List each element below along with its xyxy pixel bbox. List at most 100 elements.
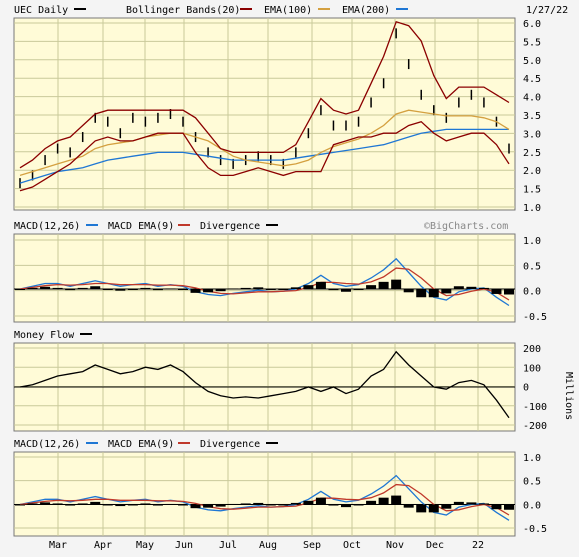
panel-1-divergence-bar-19 xyxy=(253,287,264,289)
ticker-label: UEC Daily xyxy=(14,5,68,16)
x-label-4: Jul xyxy=(219,540,237,551)
panel-0-ytick-4: 4.0 xyxy=(523,93,541,104)
panel-0-series-4 xyxy=(19,120,510,192)
panel-1-divergence-bar-22 xyxy=(290,287,301,289)
macd2-label: MACD(12,26) xyxy=(14,439,80,450)
panel-0-ytick-7: 2.5 xyxy=(523,148,541,159)
panel-2-ytick-4: -200 xyxy=(523,421,547,432)
panel-1-divergence-bar-5 xyxy=(77,287,88,289)
panel-3-divergence-bar-23 xyxy=(303,500,314,505)
macd-ema-label: MACD EMA(9) xyxy=(108,221,174,232)
panel-3-divergence-bar-7 xyxy=(102,504,113,506)
panel-3-divergence-bar-21 xyxy=(278,504,289,506)
panel-3-divergence-bar-36 xyxy=(466,502,477,505)
divergence2-label: Divergence xyxy=(200,439,260,450)
x-label-0: Mar xyxy=(49,540,67,551)
panel-2-ytick-0: 200 xyxy=(523,344,541,355)
panel-1-divergence-bar-31 xyxy=(403,289,414,293)
panel-3-divergence-bar-17 xyxy=(228,503,239,505)
panel-1-divergence-bar-33 xyxy=(428,289,439,298)
panel-1-ytick-3: -0.5 xyxy=(523,312,547,323)
panel-1-divergence-bar-30 xyxy=(391,279,402,289)
x-label-5: Aug xyxy=(259,540,277,551)
panel-1-series-1 xyxy=(19,267,510,301)
panel-0-ytick-9: 1.5 xyxy=(523,185,541,196)
panel-0-ytick-1: 5.5 xyxy=(523,37,541,48)
panel-3-divergence-bar-0 xyxy=(15,504,25,506)
panel-1-divergence-bar-21 xyxy=(278,289,289,290)
panel-3-divergence-bar-3 xyxy=(52,503,63,505)
panel-3-divergence-bar-30 xyxy=(391,495,402,505)
panel-3-divergence-bar-14 xyxy=(190,504,201,509)
panel-3-divergence-bar-37 xyxy=(478,503,489,505)
panel-3-divergence-bar-15 xyxy=(203,504,214,508)
panel-1-divergence-bar-15 xyxy=(203,289,214,293)
watermark: ©BigCharts.com xyxy=(424,221,508,232)
panel-1-divergence-bar-9 xyxy=(127,289,138,290)
x-label-10: 22 xyxy=(472,540,484,551)
money-flow-panel-header: Money Flow xyxy=(14,330,92,341)
panel-1-divergence-bar-35 xyxy=(453,286,464,289)
panel-3-divergence-bar-38 xyxy=(491,504,502,510)
panel-1-ytick-2: 0.0 xyxy=(523,287,541,298)
divergence-label: Divergence xyxy=(200,221,260,232)
ema100-label: EMA(100) xyxy=(264,5,312,16)
panel-1-divergence-bar-16 xyxy=(215,289,226,292)
panel-1-divergence-bar-11 xyxy=(152,289,163,291)
panel-0-ytick-3: 4.5 xyxy=(523,74,541,85)
panel-3-divergence-bar-39 xyxy=(504,504,514,510)
panel-1-divergence-bar-13 xyxy=(178,289,188,290)
panel-2-ytick-3: -100 xyxy=(523,402,547,413)
x-label-7: Oct xyxy=(343,540,361,551)
money-flow-label: Money Flow xyxy=(14,330,75,341)
panel-0-ytick-8: 2.0 xyxy=(523,166,541,177)
panel-1-divergence-bar-12 xyxy=(165,288,176,290)
panel-3-divergence-bar-32 xyxy=(416,504,427,513)
price-panel-header: UEC Daily Bollinger Bands(20) EMA(100) E… xyxy=(14,5,568,16)
panel-3-divergence-bar-33 xyxy=(428,504,439,513)
panel-3-divergence-bar-20 xyxy=(265,504,276,506)
chart-date: 1/27/22 xyxy=(526,5,568,16)
panel-1-divergence-bar-4 xyxy=(65,289,76,291)
panel-1-divergence-bar-10 xyxy=(140,287,151,289)
x-label-9: Dec xyxy=(426,540,444,551)
panel-1-divergence-bar-20 xyxy=(265,289,276,290)
x-label-1: Apr xyxy=(94,540,112,551)
panel-3-bg xyxy=(13,451,516,537)
panel-0-ytick-0: 6.0 xyxy=(523,19,541,30)
panel-1-divergence-bar-37 xyxy=(478,287,489,289)
panel-3-divergence-bar-11 xyxy=(152,504,163,506)
panel-1-divergence-bar-17 xyxy=(228,288,239,290)
money-flow-axis-title: Millions xyxy=(563,372,574,420)
panel-1-divergence-bar-6 xyxy=(90,286,101,289)
panel-1-ytick-1: 0.5 xyxy=(523,261,541,272)
panel-1-divergence-bar-1 xyxy=(27,287,38,289)
panel-0-ytick-6: 3.0 xyxy=(523,129,541,140)
panel-3-divergence-bar-26 xyxy=(341,504,351,508)
panel-1-divergence-bar-36 xyxy=(466,286,477,289)
panel-1-divergence-bar-18 xyxy=(240,287,251,289)
x-label-2: May xyxy=(136,540,154,551)
panel-3-divergence-bar-19 xyxy=(253,502,264,505)
panel-0-ytick-5: 3.5 xyxy=(523,111,541,122)
panel-3-divergence-bar-9 xyxy=(127,504,138,506)
panel-3-divergence-bar-5 xyxy=(77,503,88,505)
panel-0-ytick-10: 1.0 xyxy=(523,203,541,214)
panel-0-series-2 xyxy=(19,109,510,177)
panel-3-divergence-bar-27 xyxy=(353,504,364,506)
panel-1-divergence-bar-34 xyxy=(441,289,452,294)
panel-3-divergence-bar-34 xyxy=(441,504,452,509)
panel-1-divergence-bar-26 xyxy=(341,289,351,292)
panel-0-ytick-2: 5.0 xyxy=(523,56,541,67)
panel-1-divergence-bar-2 xyxy=(40,286,51,289)
panel-3-divergence-bar-4 xyxy=(65,504,76,506)
macd-label: MACD(12,26) xyxy=(14,221,80,232)
panel-0-bg xyxy=(13,17,516,211)
panel-3-divergence-bar-8 xyxy=(115,504,126,507)
panel-1-divergence-bar-39 xyxy=(504,289,514,295)
panel-1-divergence-bar-25 xyxy=(328,289,339,291)
panel-1-divergence-bar-27 xyxy=(353,289,364,290)
macd2-ema-label: MACD EMA(9) xyxy=(108,439,174,450)
